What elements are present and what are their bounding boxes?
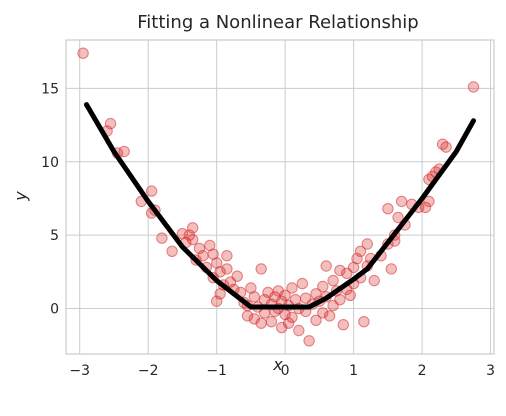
x-tick-label: −3 xyxy=(69,363,90,379)
scatter-point xyxy=(294,325,304,335)
x-tick-label: 1 xyxy=(349,363,358,379)
scatter-point xyxy=(266,317,276,327)
x-axis-label: x xyxy=(272,355,283,374)
scatter-point xyxy=(222,251,232,261)
chart-title: Fitting a Nonlinear Relationship xyxy=(137,12,419,33)
scatter-point xyxy=(119,146,129,156)
y-tick-label: 10 xyxy=(41,155,59,171)
scatter-point xyxy=(369,275,379,285)
scatter-point xyxy=(167,246,177,256)
scatter-point xyxy=(324,311,334,321)
y-tick-label: 0 xyxy=(50,302,59,318)
scatter-point xyxy=(383,204,393,214)
scatter-point xyxy=(386,264,396,274)
scatter-point xyxy=(249,292,259,302)
scatter-point xyxy=(222,264,232,274)
scatter-point xyxy=(345,290,355,300)
scatter-point xyxy=(321,261,331,271)
scatter-points xyxy=(78,48,479,346)
x-tick-label: −2 xyxy=(138,363,159,379)
scatter-point xyxy=(188,223,198,233)
scatter-point xyxy=(287,312,297,322)
scatter-point xyxy=(362,239,372,249)
y-tick-label: 15 xyxy=(41,81,59,97)
scatter-point xyxy=(335,295,345,305)
scatter-point xyxy=(297,278,307,288)
y-tick-label: 5 xyxy=(50,228,59,244)
scatter-point xyxy=(287,283,297,293)
scatter-point xyxy=(359,317,369,327)
scatter-point xyxy=(78,48,88,58)
scatter-point xyxy=(338,320,348,330)
x-tick-label: −1 xyxy=(206,363,227,379)
scatter-point xyxy=(328,275,338,285)
x-tick-label: 3 xyxy=(486,363,495,379)
scatter-point xyxy=(318,281,328,291)
x-tick-label: 2 xyxy=(418,363,427,379)
scatter-point xyxy=(188,234,198,244)
scatter-point xyxy=(256,318,266,328)
scatter-point xyxy=(468,82,478,92)
scatter-point xyxy=(256,264,266,274)
scatter-point xyxy=(198,251,208,261)
scatter-point xyxy=(396,196,406,206)
scatter-point xyxy=(146,186,156,196)
scatter-point xyxy=(441,142,451,152)
y-tick-labels: 0 5 10 15 xyxy=(41,81,59,317)
scatter-point xyxy=(232,271,242,281)
scatter-point xyxy=(215,289,225,299)
scatter-point xyxy=(304,336,314,346)
y-axis-label: y xyxy=(11,191,30,202)
scatter-point xyxy=(157,233,167,243)
